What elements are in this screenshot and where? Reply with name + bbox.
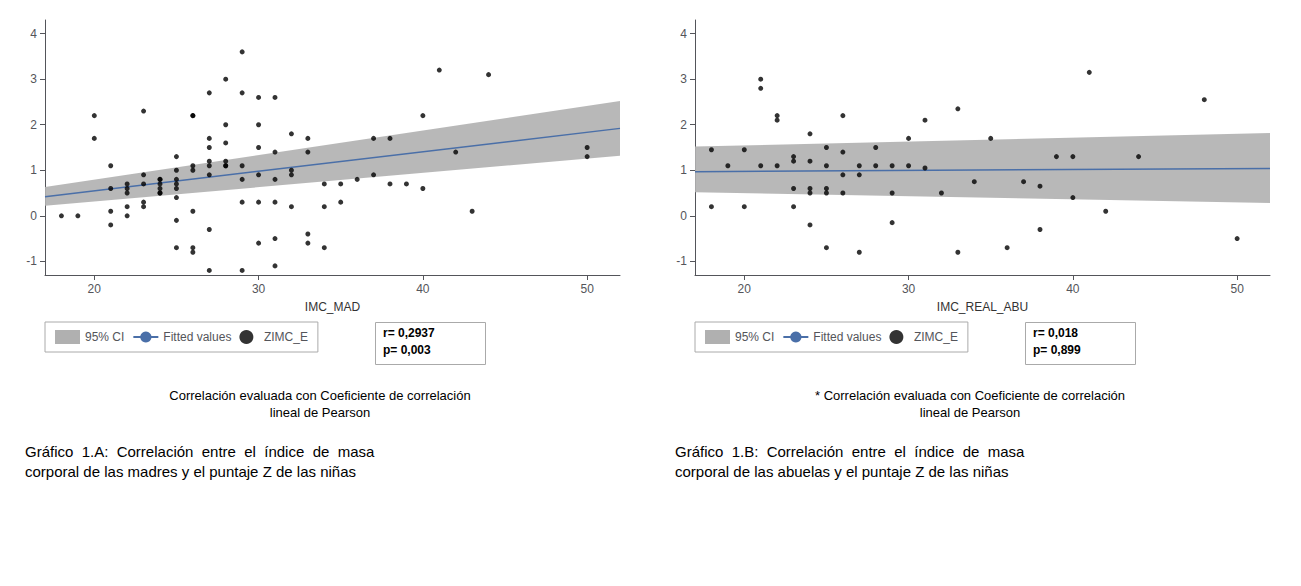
svg-text:Gráfico 1.A: Correlación en: Gráfico 1.A: Correlación entre el índice… [25, 443, 375, 460]
svg-text:IMC_MAD: IMC_MAD [305, 300, 361, 314]
svg-text:0: 0 [30, 209, 37, 223]
svg-text:lineal de Pearson: lineal de Pearson [270, 405, 370, 420]
svg-text:r= 0,2937: r= 0,2937 [383, 326, 435, 340]
svg-text:corporal de las madres y el pu: corporal de las madres y el puntaje Z de… [25, 463, 356, 480]
svg-text:95% CI: 95% CI [735, 330, 774, 344]
svg-text:p= 0,003: p= 0,003 [383, 343, 431, 357]
svg-text:40: 40 [1066, 282, 1080, 296]
svg-text:Correlación evaluada con Coefi: Correlación evaluada con Coeficiente de … [169, 388, 470, 403]
svg-text:Fitted values: Fitted values [813, 330, 881, 344]
svg-text:2: 2 [30, 118, 37, 132]
svg-text:2: 2 [680, 118, 687, 132]
svg-text:Gráfico 1.B: Correlación en: Gráfico 1.B: Correlación entre el índice… [675, 443, 1025, 460]
svg-text:30: 30 [902, 282, 916, 296]
svg-text:0: 0 [680, 209, 687, 223]
svg-text:-1: -1 [676, 254, 687, 268]
svg-text:1: 1 [30, 163, 37, 177]
svg-text:corporal de las abuelas y el p: corporal de las abuelas y el puntaje Z d… [675, 463, 1009, 480]
svg-text:IMC_REAL_ABU: IMC_REAL_ABU [937, 300, 1028, 314]
svg-text:4: 4 [30, 27, 37, 41]
svg-text:95% CI: 95% CI [85, 330, 124, 344]
svg-text:* Correlación evaluada con Coe: * Correlación evaluada con Coeficiente d… [815, 388, 1125, 403]
svg-text:40: 40 [416, 282, 430, 296]
svg-text:ZIMC_E: ZIMC_E [914, 330, 958, 344]
svg-text:30: 30 [252, 282, 266, 296]
svg-text:20: 20 [738, 282, 752, 296]
svg-text:p= 0,899: p= 0,899 [1033, 343, 1081, 357]
svg-text:ZIMC_E: ZIMC_E [264, 330, 308, 344]
svg-text:4: 4 [680, 27, 687, 41]
svg-text:20: 20 [88, 282, 102, 296]
svg-text:Fitted values: Fitted values [163, 330, 231, 344]
svg-text:1: 1 [680, 163, 687, 177]
svg-text:3: 3 [680, 72, 687, 86]
svg-text:r= 0,018: r= 0,018 [1033, 326, 1078, 340]
svg-text:50: 50 [1230, 282, 1244, 296]
svg-text:lineal de Pearson: lineal de Pearson [920, 405, 1020, 420]
svg-text:50: 50 [580, 282, 594, 296]
svg-text:-1: -1 [26, 254, 37, 268]
svg-text:3: 3 [30, 72, 37, 86]
